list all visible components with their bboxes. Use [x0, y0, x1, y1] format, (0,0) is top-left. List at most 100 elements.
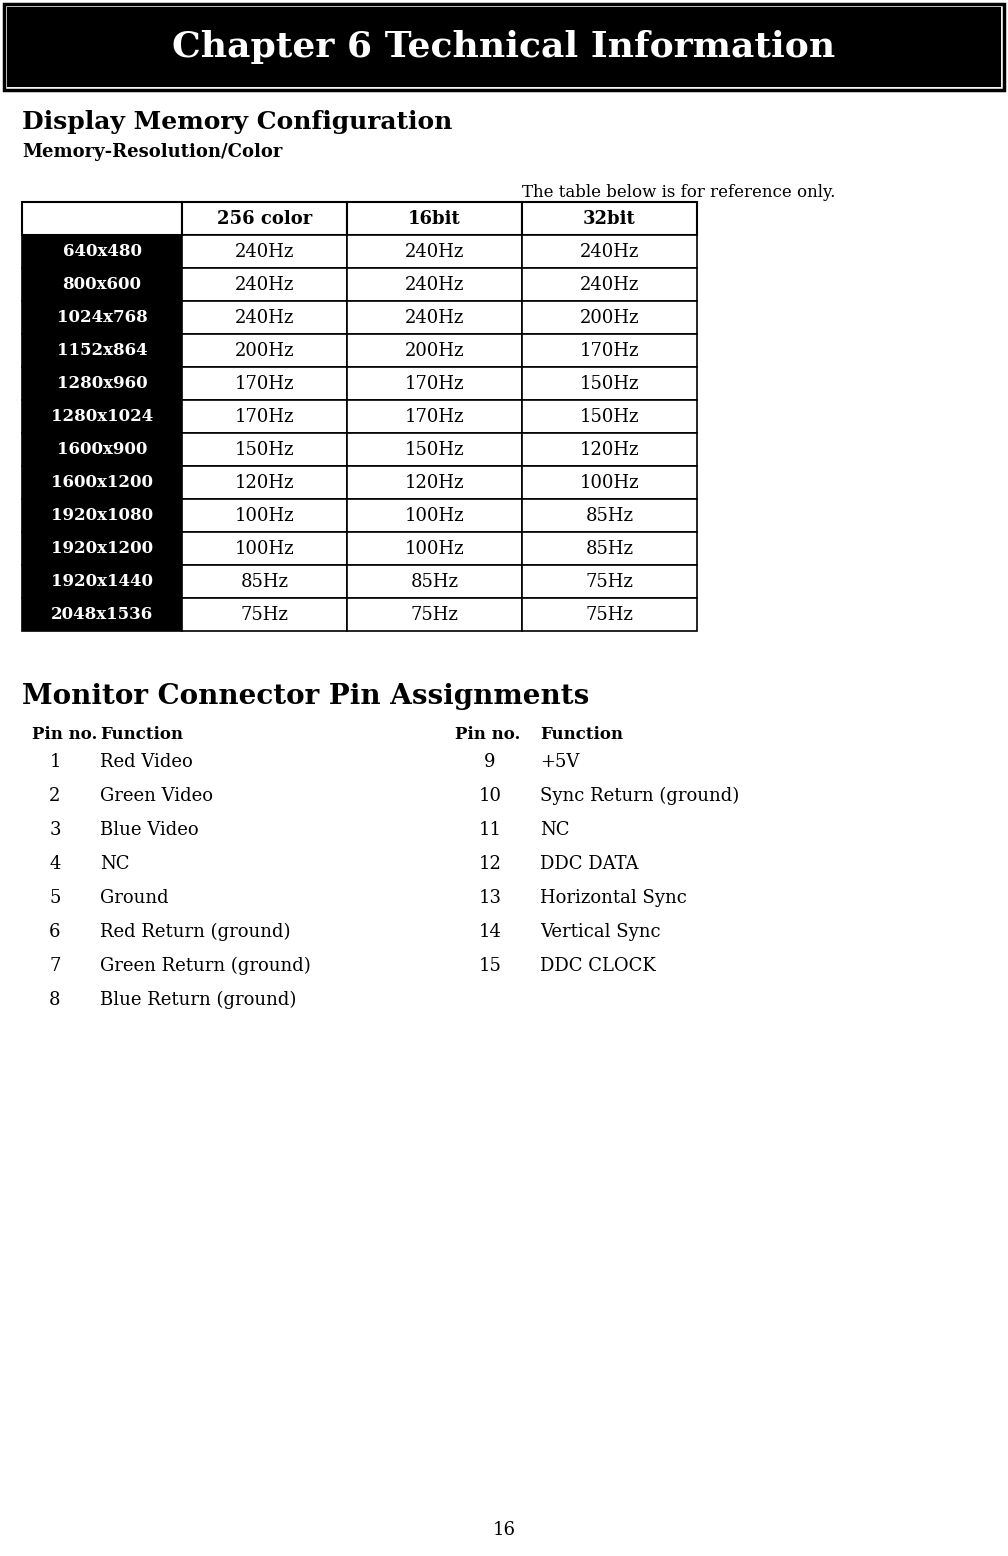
Bar	[182, 598, 347, 632]
Bar	[182, 532, 347, 565]
Text: 170Hz: 170Hz	[580, 341, 639, 359]
Bar	[182, 433, 347, 465]
Bar	[347, 433, 522, 465]
Bar	[347, 499, 522, 532]
Text: 75Hz: 75Hz	[586, 605, 633, 624]
Text: 150Hz: 150Hz	[580, 408, 639, 425]
Bar	[522, 499, 697, 532]
Text: 1280x1024: 1280x1024	[50, 408, 153, 425]
Text: 240Hz: 240Hz	[405, 308, 465, 327]
Text: 85Hz: 85Hz	[410, 573, 459, 590]
Text: 100Hz: 100Hz	[404, 507, 465, 524]
Text: 200Hz: 200Hz	[580, 308, 639, 327]
Bar	[182, 268, 347, 300]
Text: 16bit: 16bit	[408, 210, 461, 227]
Text: 1024x768: 1024x768	[56, 310, 147, 327]
Text: 8: 8	[49, 991, 60, 1008]
Bar	[22, 532, 182, 565]
Bar	[347, 235, 522, 268]
Text: DDC DATA: DDC DATA	[540, 854, 638, 873]
Bar	[522, 532, 697, 565]
Text: 120Hz: 120Hz	[235, 473, 294, 492]
Text: 150Hz: 150Hz	[405, 440, 465, 459]
Text: 3: 3	[49, 822, 60, 839]
Text: 200Hz: 200Hz	[405, 341, 465, 359]
Bar	[22, 433, 182, 465]
Text: Sync Return (ground): Sync Return (ground)	[540, 787, 739, 804]
Text: 10: 10	[479, 787, 502, 804]
Bar	[182, 465, 347, 499]
Text: Ground: Ground	[100, 888, 168, 907]
Text: 150Hz: 150Hz	[235, 440, 294, 459]
Bar	[347, 565, 522, 598]
Text: 32bit: 32bit	[583, 210, 636, 227]
Text: Blue Return (ground): Blue Return (ground)	[100, 991, 296, 1010]
Text: 85Hz: 85Hz	[586, 540, 633, 557]
Bar	[22, 268, 182, 300]
Text: Function: Function	[100, 725, 183, 742]
Bar	[182, 235, 347, 268]
Bar	[522, 367, 697, 400]
Text: Red Video: Red Video	[100, 753, 193, 772]
Bar	[522, 300, 697, 335]
Bar	[182, 335, 347, 367]
Text: 2: 2	[49, 787, 60, 804]
Bar	[22, 565, 182, 598]
Bar	[182, 367, 347, 400]
Bar	[22, 202, 182, 235]
Bar	[22, 598, 182, 632]
Text: Vertical Sync: Vertical Sync	[540, 923, 660, 941]
Bar	[347, 268, 522, 300]
Bar	[182, 400, 347, 433]
Text: NC: NC	[100, 854, 129, 873]
Text: Monitor Connector Pin Assignments: Monitor Connector Pin Assignments	[22, 683, 590, 710]
Text: 9: 9	[484, 753, 496, 772]
Text: 170Hz: 170Hz	[235, 375, 294, 392]
Text: 100Hz: 100Hz	[580, 473, 639, 492]
Text: 240Hz: 240Hz	[405, 243, 465, 260]
Text: 150Hz: 150Hz	[580, 375, 639, 392]
Text: The table below is for reference only.: The table below is for reference only.	[521, 184, 835, 201]
Text: 120Hz: 120Hz	[405, 473, 465, 492]
Bar	[522, 268, 697, 300]
Text: 170Hz: 170Hz	[235, 408, 294, 425]
Text: NC: NC	[540, 822, 570, 839]
Text: 170Hz: 170Hz	[405, 375, 465, 392]
Bar	[4, 5, 1004, 90]
Text: 640x480: 640x480	[62, 243, 141, 260]
Bar	[22, 235, 182, 268]
Bar	[22, 300, 182, 335]
Text: 75Hz: 75Hz	[410, 605, 459, 624]
Bar	[182, 565, 347, 598]
Text: Green Return (ground): Green Return (ground)	[100, 957, 310, 976]
Text: 1280x960: 1280x960	[56, 375, 147, 392]
Bar	[347, 335, 522, 367]
Text: Horizontal Sync: Horizontal Sync	[540, 888, 686, 907]
Text: 4: 4	[49, 854, 60, 873]
Text: 6: 6	[49, 923, 60, 941]
Text: 7: 7	[49, 957, 60, 976]
Text: 100Hz: 100Hz	[404, 540, 465, 557]
Text: 1152x864: 1152x864	[56, 342, 147, 359]
Text: 240Hz: 240Hz	[235, 308, 294, 327]
Bar	[347, 598, 522, 632]
Text: 1920x1200: 1920x1200	[51, 540, 153, 557]
Text: Green Video: Green Video	[100, 787, 213, 804]
Bar	[347, 400, 522, 433]
Text: 14: 14	[479, 923, 501, 941]
Bar	[522, 202, 697, 235]
Text: Pin no.: Pin no.	[32, 725, 98, 742]
Bar	[522, 335, 697, 367]
Bar	[182, 300, 347, 335]
Text: DDC CLOCK: DDC CLOCK	[540, 957, 656, 976]
Bar	[347, 367, 522, 400]
Text: 200Hz: 200Hz	[235, 341, 294, 359]
Bar	[522, 235, 697, 268]
Bar	[182, 202, 347, 235]
Bar	[522, 433, 697, 465]
Text: 1920x1080: 1920x1080	[51, 507, 153, 524]
Bar	[347, 300, 522, 335]
Bar	[22, 400, 182, 433]
Bar	[347, 202, 522, 235]
Text: 75Hz: 75Hz	[241, 605, 288, 624]
